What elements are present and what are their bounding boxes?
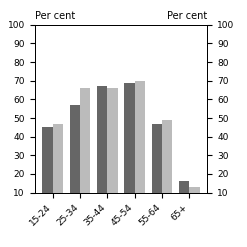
Bar xyxy=(53,124,63,211)
Text: Per cent: Per cent xyxy=(167,11,207,21)
Bar xyxy=(152,124,162,211)
Bar xyxy=(42,127,53,211)
Bar xyxy=(162,120,172,211)
Bar xyxy=(124,82,135,211)
Text: Per cent: Per cent xyxy=(35,11,75,21)
Bar xyxy=(179,182,189,211)
Bar xyxy=(107,88,118,211)
Bar xyxy=(135,81,145,211)
Bar xyxy=(80,88,90,211)
Bar xyxy=(70,105,80,211)
Bar xyxy=(97,86,107,211)
Bar xyxy=(189,187,200,211)
